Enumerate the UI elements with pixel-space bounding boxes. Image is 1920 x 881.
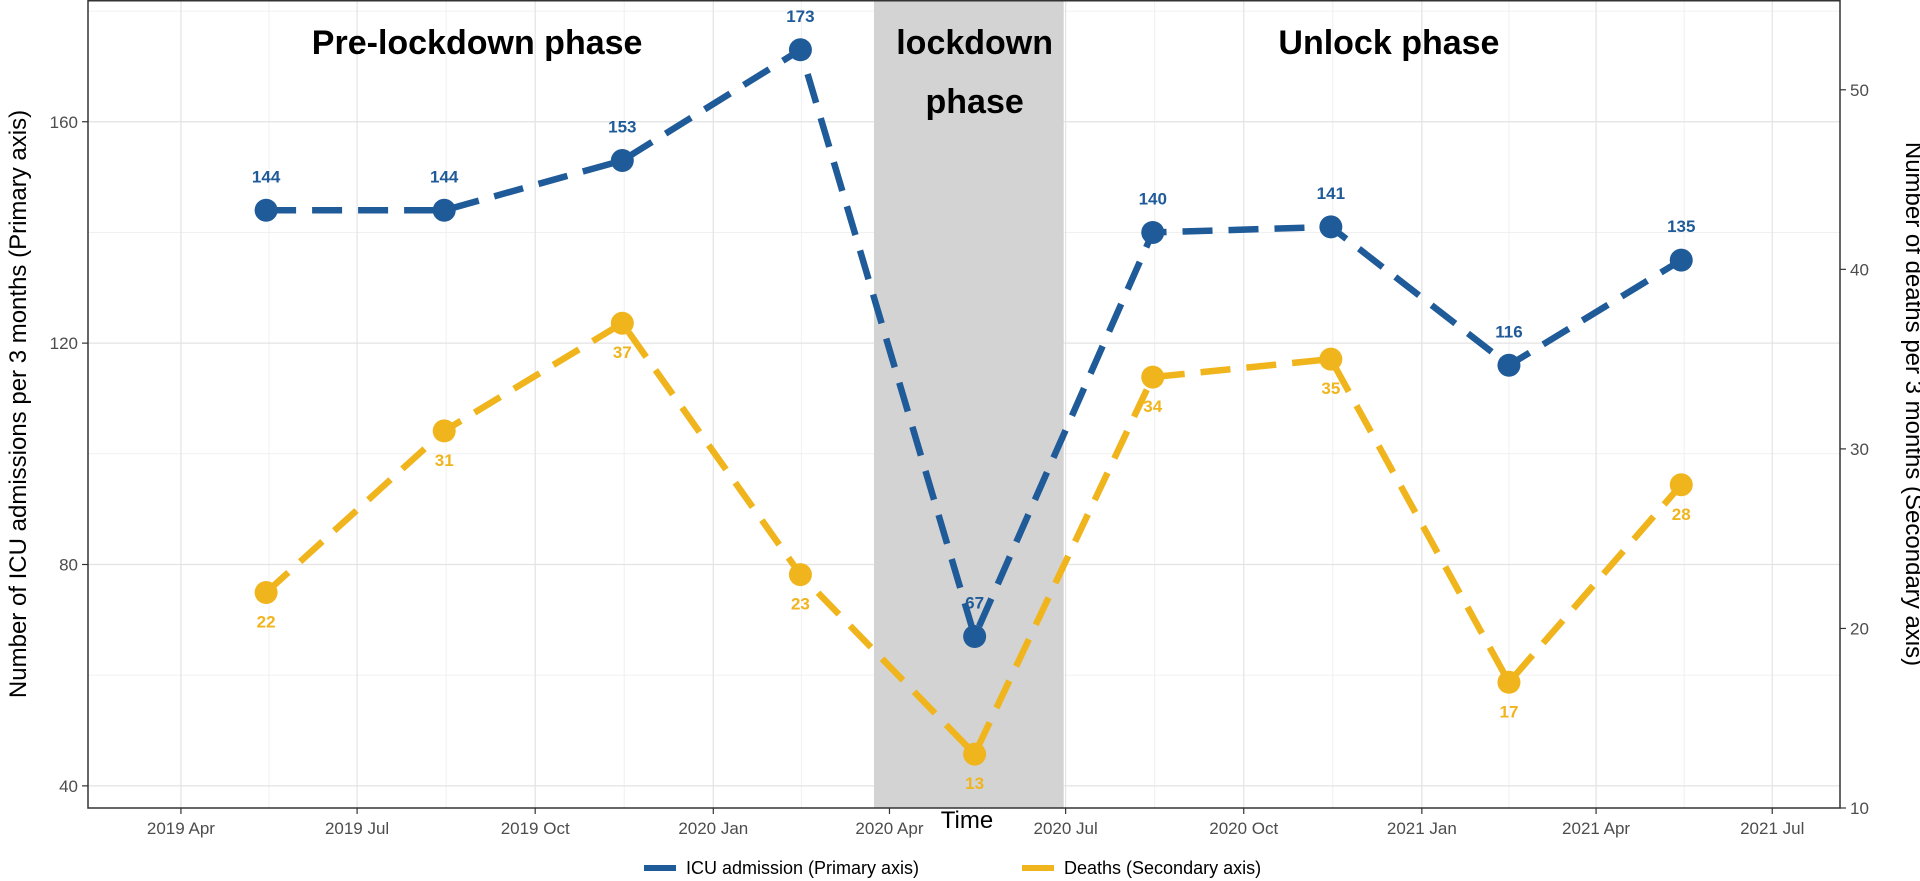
data-label-icu: 140 [1139, 189, 1167, 208]
x-axis-title: Time [941, 807, 993, 834]
data-label-icu: 144 [430, 167, 459, 186]
data-point-icu [1141, 220, 1165, 244]
y-tick-label-secondary: 10 [1850, 799, 1869, 818]
data-label-deaths: 28 [1672, 505, 1691, 524]
data-label-icu: 67 [965, 593, 984, 612]
series-line-deaths [263, 319, 1684, 758]
data-label-deaths: 31 [435, 451, 454, 470]
y-tick-label-secondary: 20 [1850, 619, 1869, 638]
y-tick-label-primary: 40 [59, 777, 78, 796]
x-tick-label: 2020 Oct [1209, 819, 1278, 838]
x-tick-label: 2021 Apr [1562, 819, 1630, 838]
y-tick-label-primary: 120 [50, 334, 78, 353]
x-tick-label: 2019 Oct [501, 819, 570, 838]
phase-label: Pre-lockdown phase [312, 24, 643, 62]
y-tick-label-secondary: 50 [1850, 81, 1869, 100]
data-point-icu [610, 148, 634, 172]
data-point-icu [432, 198, 456, 222]
phase-labels: Pre-lockdown phase lockdown phase Unlock ph… [312, 24, 1500, 121]
data-label-deaths: 37 [613, 343, 632, 362]
data-label-deaths: 22 [257, 613, 276, 632]
y-tick-label-primary: 80 [59, 555, 78, 574]
data-point-deaths [610, 311, 634, 335]
points-layer [254, 38, 1693, 766]
data-label-deaths: 23 [791, 595, 810, 614]
y-axis-title-primary: Number of ICU admissions per 3 months (P… [5, 110, 32, 698]
data-point-deaths [432, 419, 456, 443]
data-point-icu [788, 38, 812, 62]
data-point-deaths [1669, 473, 1693, 497]
legend-label-deaths: Deaths (Secondary axis) [1064, 858, 1261, 878]
data-label-deaths: 13 [965, 774, 984, 793]
legend: ICU admission (Primary axis) Deaths (Sec… [644, 858, 1261, 878]
data-label-icu: 173 [786, 7, 814, 26]
x-tick-label: 2021 Jul [1740, 819, 1804, 838]
data-point-icu [254, 198, 278, 222]
data-point-deaths [963, 742, 987, 766]
x-tick-label: 2020 Jan [678, 819, 748, 838]
x-tick-label: 2021 Jan [1387, 819, 1457, 838]
data-point-icu [963, 624, 987, 648]
data-point-deaths [1141, 365, 1165, 389]
y-axis-title-secondary: Number of deaths per 3 months (Secondary… [1900, 142, 1920, 666]
data-point-deaths [788, 563, 812, 587]
y-tick-label-primary: 160 [50, 113, 78, 132]
data-label-icu: 144 [252, 167, 281, 186]
y-tick-label-secondary: 40 [1850, 260, 1869, 279]
data-point-deaths [1497, 670, 1521, 694]
plot-border [87, 0, 1841, 809]
phase-label: Unlock phase [1278, 24, 1499, 62]
data-label-icu: 153 [608, 117, 636, 136]
legend-label-icu: ICU admission (Primary axis) [686, 858, 919, 878]
series-line-icu [266, 46, 1683, 640]
x-tick-label: 2019 Jul [325, 819, 389, 838]
data-point-icu [1669, 248, 1693, 272]
labels-layer: 144 144 153 173 67 140 141 116 135 22 31 37 23 13 34 35… [252, 7, 1696, 793]
data-point-deaths [1319, 347, 1343, 371]
data-label-deaths: 17 [1499, 702, 1518, 721]
data-point-deaths [254, 581, 278, 605]
x-tick-label: 2019 Apr [147, 819, 215, 838]
lines-layer [263, 46, 1684, 758]
y-tick-label-secondary: 30 [1850, 440, 1869, 459]
data-label-deaths: 35 [1321, 379, 1340, 398]
data-label-icu: 141 [1317, 184, 1345, 203]
data-label-icu: 116 [1495, 322, 1522, 341]
phase-label: phase [926, 83, 1024, 121]
data-point-icu [1497, 353, 1521, 377]
x-tick-label: 2020 Apr [855, 819, 923, 838]
data-label-deaths: 34 [1143, 397, 1162, 416]
phase-label: lockdown [896, 24, 1053, 62]
axes: 2019 Apr 2019 Jul 2019 Oct 2020 Jan 2020 Apr… [50, 81, 1869, 838]
x-tick-label: 2020 Jul [1033, 819, 1097, 838]
data-point-icu [1319, 215, 1343, 239]
data-label-icu: 135 [1667, 217, 1695, 236]
